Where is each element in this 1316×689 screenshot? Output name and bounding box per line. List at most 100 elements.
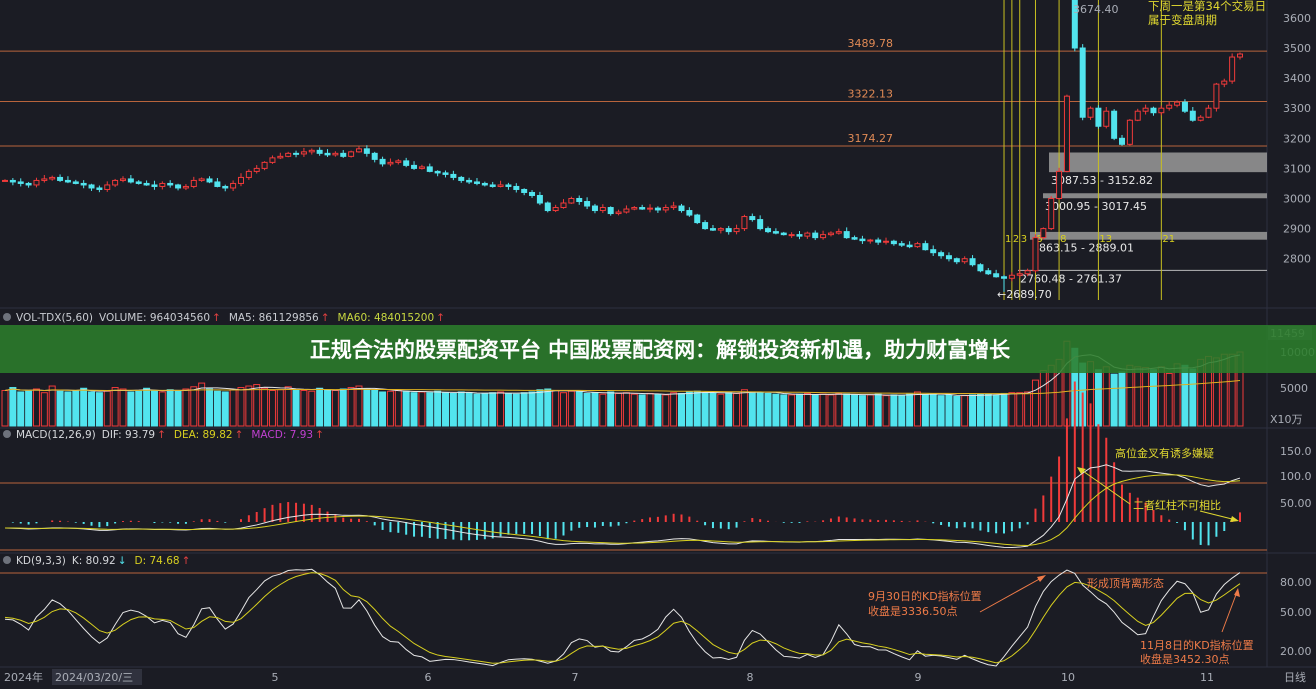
candle [159, 181, 166, 190]
candle-body [749, 216, 756, 221]
volume-bar [937, 395, 945, 427]
candle-body [717, 228, 724, 231]
candle-body [694, 214, 701, 224]
candle-body [709, 228, 716, 231]
candle-body [1213, 83, 1220, 109]
candle [772, 228, 779, 235]
candle [198, 177, 205, 182]
candle-body [584, 201, 591, 207]
candle [1126, 119, 1133, 146]
candle-body [820, 234, 827, 239]
volume-bar [599, 393, 607, 427]
arrowhead-icon [1230, 516, 1239, 522]
candle-body [1237, 53, 1243, 58]
candle-body [1111, 110, 1118, 139]
candle-body [442, 172, 449, 175]
candle [709, 224, 716, 232]
candle-body [804, 232, 811, 237]
candle [725, 225, 732, 235]
candle-body [222, 185, 229, 189]
candle-body [702, 222, 709, 230]
candle-body [190, 179, 197, 187]
candle-body [277, 155, 284, 159]
promo-banner [0, 325, 1316, 373]
volume-bar [426, 392, 434, 427]
volume-bar [843, 393, 851, 427]
volume-bar [1, 389, 9, 427]
candle [1205, 104, 1212, 119]
gap-zone-label: 2863.15 - 2889.01 [1032, 242, 1134, 255]
x-axis: 2024年 2024/03/20/三 5 6 7 8 9 10 11 日线 [4, 669, 1306, 685]
volume-bar [819, 393, 827, 427]
volume-bar [48, 385, 56, 427]
volume-bar [536, 389, 544, 427]
candle-body [1071, 0, 1078, 49]
candle-body [796, 234, 803, 237]
volume-bar [544, 388, 552, 427]
volume-bar [292, 388, 300, 427]
cycle-note-line1: 下周一是第34个交易日 [1148, 0, 1266, 13]
candle [25, 181, 32, 188]
candle [395, 159, 402, 165]
volume-header: VOL-TDX(5,60) VOLUME: 964034560 ↑ MA5: 8611… [3, 312, 445, 324]
candle-body [127, 178, 134, 183]
volume-bar [622, 392, 630, 427]
arrowhead-icon [1077, 467, 1086, 474]
candle-body [96, 187, 103, 190]
collapse-icon[interactable] [3, 313, 11, 321]
candle-body [1119, 137, 1126, 145]
candle-body [418, 166, 425, 169]
candle [450, 170, 457, 181]
candle [639, 204, 646, 210]
price-axis-tick: 2900 [1283, 223, 1311, 236]
candle [890, 239, 897, 246]
volume-bar [119, 388, 127, 427]
candle-body [458, 176, 465, 181]
kd-header: KD(9,3,3) K: 80.92 ↓ D: 74.68 ↑ [3, 555, 190, 567]
x-axis-month: 11 [1200, 671, 1214, 684]
candle-body [772, 231, 779, 234]
candle [1189, 106, 1196, 122]
collapse-icon[interactable] [3, 556, 11, 564]
candle-body [851, 237, 858, 240]
volume-bar [72, 389, 80, 427]
candle [678, 203, 685, 213]
volume-bar [1102, 366, 1110, 427]
candle-body [466, 179, 473, 183]
volume-bar [213, 390, 221, 427]
volume-bar [221, 391, 229, 427]
volume-bar [150, 389, 158, 427]
candle [112, 178, 119, 188]
volume-bar [245, 385, 253, 427]
volume-bar [866, 394, 874, 427]
candle-body [623, 208, 630, 213]
volume-bar [300, 389, 308, 427]
candle-body [340, 152, 347, 157]
candle-body [450, 173, 457, 178]
kd-axis-tick: 20.00 [1280, 645, 1312, 658]
collapse-icon[interactable] [3, 430, 11, 438]
candle-body [64, 179, 71, 183]
candle [1197, 115, 1204, 122]
candle-body [969, 258, 976, 266]
candle [253, 165, 260, 174]
gap-zone [1049, 152, 1267, 173]
candle [96, 185, 103, 193]
candle [285, 151, 292, 158]
candle [245, 169, 252, 180]
candle-body [1126, 119, 1133, 145]
candle [442, 170, 449, 178]
candle-body [812, 232, 819, 239]
candle [80, 180, 87, 189]
candle [434, 170, 441, 177]
x-axis-year: 2024年 [4, 670, 43, 684]
candle [1150, 106, 1157, 116]
candle-body [395, 160, 402, 163]
period-selector[interactable]: 日线 [1284, 670, 1306, 684]
price-axis-tick: 3000 [1283, 193, 1311, 206]
kd-d-value: D: 74.68 [135, 555, 180, 567]
candle-body [788, 234, 795, 237]
candle [135, 180, 142, 185]
candle [230, 180, 237, 191]
candle-body [678, 205, 685, 212]
